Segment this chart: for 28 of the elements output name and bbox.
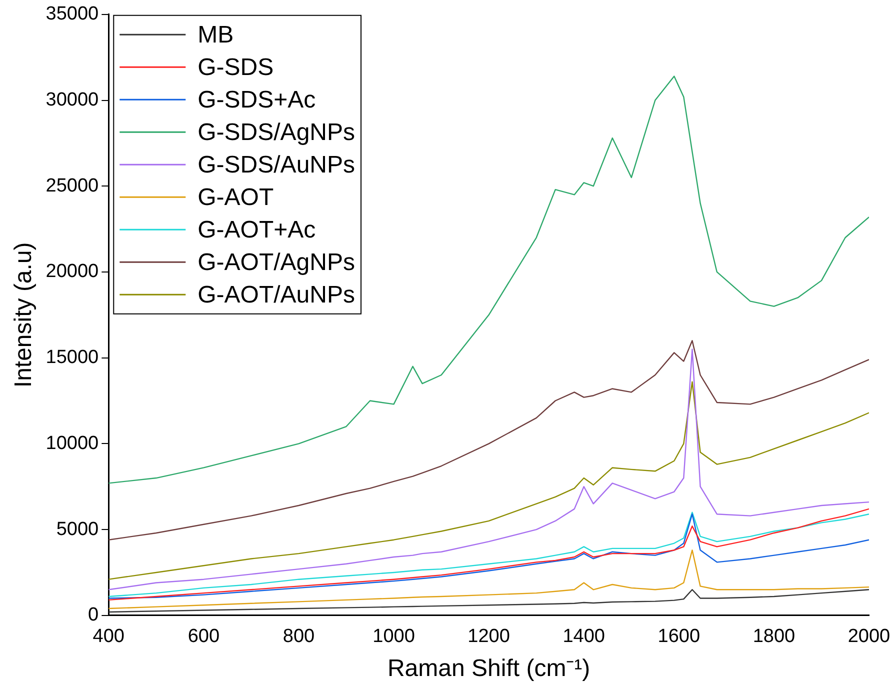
- y-tick-label: 0: [88, 604, 99, 626]
- x-tick-label: 600: [188, 626, 220, 648]
- legend-label: G-AOT+Ac: [198, 216, 316, 244]
- x-tick-label: 1400: [562, 626, 606, 648]
- x-tick-label: 1600: [658, 626, 700, 648]
- y-axis-title: Intensity (a.u): [10, 242, 38, 388]
- y-tick-label: 35000: [46, 4, 99, 25]
- y-tick-label: 15000: [46, 347, 99, 368]
- y-tick-label: 20000: [46, 261, 99, 282]
- legend-label: G-AOT: [198, 184, 274, 211]
- y-tick-label: 25000: [46, 175, 99, 196]
- legend-label: G-SDS/AuNPs: [198, 151, 356, 178]
- y-tick-label: 30000: [46, 89, 99, 110]
- x-tick-label: 2000: [848, 626, 890, 648]
- legend-label: G-SDS: [198, 54, 274, 81]
- legend-label: MB: [198, 21, 234, 48]
- x-tick-label: 1800: [752, 626, 796, 648]
- x-tick-label: 800: [282, 626, 315, 648]
- legend-label: G-SDS/AgNPs: [198, 118, 356, 146]
- y-tick-label: 5000: [56, 518, 99, 540]
- legend-label: G-SDS+Ac: [198, 86, 316, 114]
- x-axis-title: Raman Shift (cm⁻¹): [387, 655, 590, 682]
- x-tick-label: 400: [92, 626, 124, 648]
- y-tick-label: 10000: [46, 432, 99, 454]
- x-tick-label: 1000: [372, 626, 415, 648]
- legend-label: G-AOT/AgNPs: [198, 248, 355, 276]
- x-tick-label: 1200: [468, 626, 510, 648]
- legend-label: G-AOT/AuNPs: [198, 281, 355, 308]
